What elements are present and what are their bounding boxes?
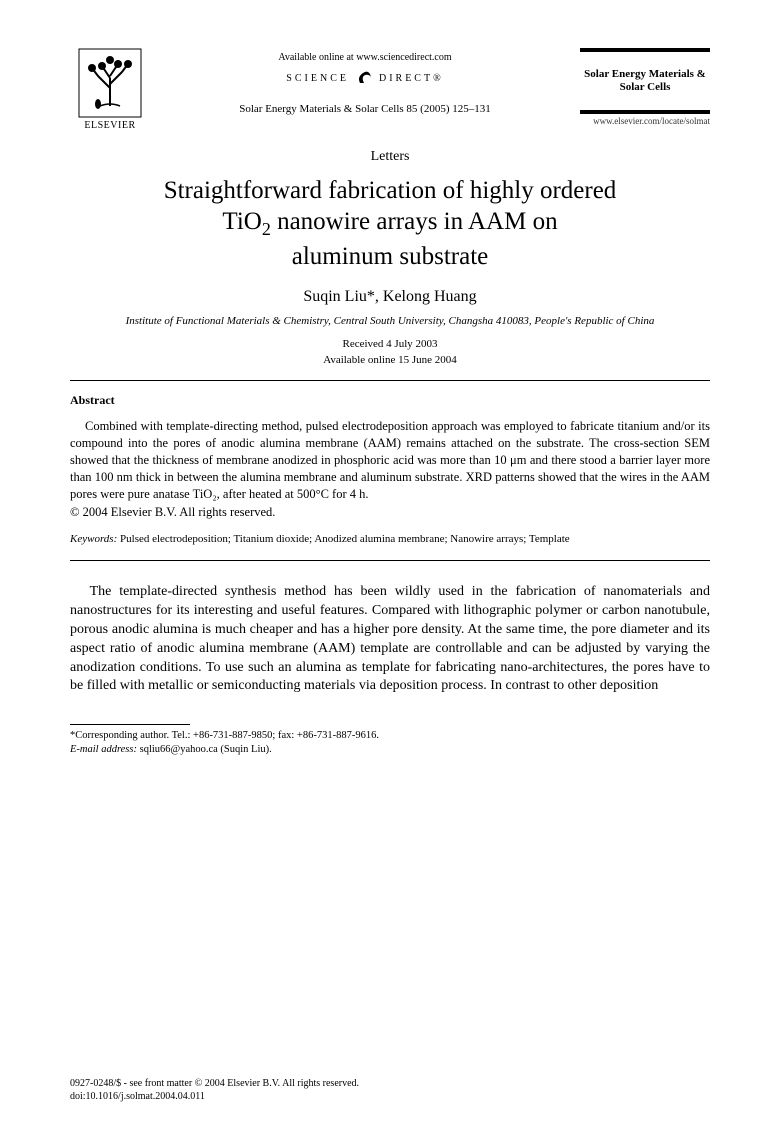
publisher-label: ELSEVIER xyxy=(84,120,135,131)
keywords-text: Pulsed electrodeposition; Titanium dioxi… xyxy=(117,533,569,545)
footnote-rule xyxy=(70,724,190,725)
sciencedirect-logo: SCIENCE DIRECT® xyxy=(286,69,443,87)
online-date: Available online 15 June 2004 xyxy=(70,354,710,366)
affiliation: Institute of Functional Materials & Chem… xyxy=(70,314,710,328)
title-subscript: 2 xyxy=(262,219,271,239)
journal-url: www.elsevier.com/locate/solmat xyxy=(580,116,710,126)
section-label: Letters xyxy=(70,149,710,165)
received-date: Received 4 July 2003 xyxy=(70,338,710,350)
title-line-2-pre: TiO xyxy=(222,208,261,235)
box-rule-bottom xyxy=(580,110,710,114)
keywords-line: Keywords: Pulsed electrodeposition; Tita… xyxy=(70,532,710,546)
title-line-1: Straightforward fabrication of highly or… xyxy=(164,177,617,204)
divider-top xyxy=(70,380,710,381)
abstract-body: Combined with template-directing method,… xyxy=(70,418,710,502)
journal-title-box: Solar Energy Materials & Solar Cells www… xyxy=(580,48,710,126)
sd-text-left: SCIENCE xyxy=(286,73,349,84)
article-title: Straightforward fabrication of highly or… xyxy=(70,175,710,272)
publisher-block: ELSEVIER xyxy=(70,48,150,131)
intro-paragraph: The template-directed synthesis method h… xyxy=(70,583,710,696)
page-footer: 0927-0248/$ - see front matter © 2004 El… xyxy=(70,1077,710,1103)
email-label: E-mail address: xyxy=(70,744,137,755)
abstract-heading: Abstract xyxy=(70,393,710,408)
available-online-text: Available online at www.sciencedirect.co… xyxy=(150,52,580,63)
divider-bottom xyxy=(70,560,710,561)
sd-swirl-icon xyxy=(355,69,373,87)
footer-line-1: 0927-0248/$ - see front matter © 2004 El… xyxy=(70,1077,710,1090)
box-rule-top xyxy=(580,48,710,52)
footer-line-2: doi:10.1016/j.solmat.2004.04.011 xyxy=(70,1090,710,1103)
sd-text-right: DIRECT® xyxy=(379,73,444,84)
abstract-copyright: © 2004 Elsevier B.V. All rights reserved… xyxy=(70,505,710,520)
corresponding-author-footnote: *Corresponding author. Tel.: +86-731-887… xyxy=(70,729,710,756)
elsevier-tree-logo xyxy=(78,48,142,118)
keywords-label: Keywords: xyxy=(70,533,117,545)
page-header: ELSEVIER Available online at www.science… xyxy=(70,48,710,131)
journal-reference: Solar Energy Materials & Solar Cells 85 … xyxy=(150,103,580,115)
corresponding-line: *Corresponding author. Tel.: +86-731-887… xyxy=(70,729,710,743)
email-value: sqliu66@yahoo.ca (Suqin Liu). xyxy=(137,744,272,755)
journal-box-title: Solar Energy Materials & Solar Cells xyxy=(580,54,710,108)
authors: Suqin Liu*, Kelong Huang xyxy=(70,288,710,306)
center-header: Available online at www.sciencedirect.co… xyxy=(150,48,580,115)
title-line-3: aluminum substrate xyxy=(292,243,489,270)
title-line-2-post: nanowire arrays in AAM on xyxy=(271,208,558,235)
email-line: E-mail address: sqliu66@yahoo.ca (Suqin … xyxy=(70,743,710,757)
